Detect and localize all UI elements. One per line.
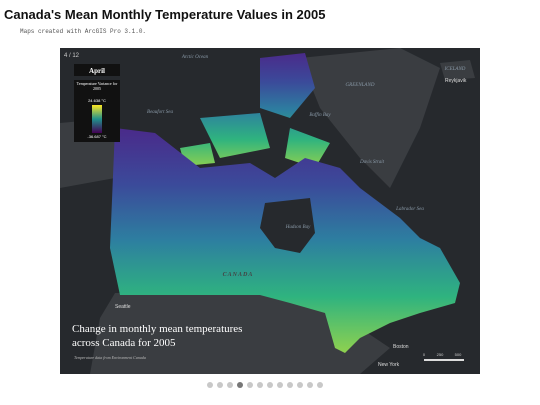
caption-title: Change in monthly mean temperatures acro…: [72, 323, 243, 349]
page-dot[interactable]: [317, 382, 323, 388]
legend-max: 24.638 °C: [88, 98, 106, 103]
legend-min: -36.687 °C: [87, 134, 106, 139]
page-dot[interactable]: [247, 382, 253, 388]
page-dot[interactable]: [307, 382, 313, 388]
page-title: Canada's Mean Monthly Temperature Values…: [4, 7, 326, 22]
hudson-bay-water: [260, 198, 315, 253]
page-dot[interactable]: [257, 382, 263, 388]
month-box: [74, 64, 120, 76]
subtitle: Maps created with ArcGIS Pro 3.1.0.: [20, 28, 147, 35]
legend-ramp: [92, 105, 102, 133]
pagination: [207, 382, 323, 388]
place-label: Baffin Bay: [309, 113, 331, 118]
slide-counter: 4 / 12: [64, 53, 80, 59]
page-dot[interactable]: [287, 382, 293, 388]
page-dot[interactable]: [267, 382, 273, 388]
page-dot[interactable]: [217, 382, 223, 388]
page-dot[interactable]: [227, 382, 233, 388]
scale-label: 0: [423, 352, 426, 357]
page-dot[interactable]: [237, 382, 243, 388]
city-label: Boston: [393, 344, 409, 350]
page-dot[interactable]: [297, 382, 303, 388]
scale-label: 250: [437, 352, 444, 357]
legend-title: Temperature Variance for 2005: [76, 81, 118, 91]
place-label: Davis Strait: [359, 160, 385, 165]
page-dot[interactable]: [277, 382, 283, 388]
month: April: [89, 67, 105, 75]
city-label: New York: [378, 362, 400, 368]
iceland-land: [440, 60, 475, 80]
usa: [90, 293, 390, 374]
place-label: Arctic Ocean: [181, 55, 209, 60]
map: Arctic Ocean Beaufort Sea Baffin Bay GRE…: [60, 48, 480, 374]
legend-title-wrap: Temperature Variance for 2005: [76, 81, 118, 91]
page-dot[interactable]: [207, 382, 213, 388]
caption-credit: Temperature data from Environment Canada: [74, 355, 146, 360]
place-label: CANADA: [223, 272, 254, 278]
place-label: ICELAND: [444, 67, 466, 72]
city-label: Reykjavik: [445, 78, 467, 84]
place-label: Labrador Sea: [395, 207, 424, 212]
arctic-islands: [180, 53, 330, 168]
scale-label: 500: [455, 352, 462, 357]
place-label: Hudson Bay: [285, 225, 311, 230]
place-label: GREENLAND: [346, 83, 375, 88]
city-label: Seattle: [115, 304, 131, 310]
greenland-land: [300, 48, 440, 188]
place-label: Beaufort Sea: [147, 110, 173, 115]
scale-bar: [424, 359, 464, 361]
caption-wrap: Change in monthly mean temperatures acro…: [72, 323, 243, 349]
